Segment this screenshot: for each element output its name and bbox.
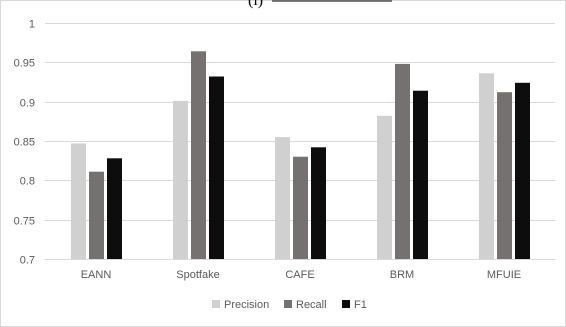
bar-recall-cafe (293, 156, 308, 259)
x-tick-label: MFUIE (487, 269, 521, 281)
x-tick-label: BRM (390, 269, 414, 281)
bar-recall-spotfake (191, 51, 206, 259)
bar-precision-mfuie (479, 73, 494, 259)
x-tick-label: EANN (81, 269, 112, 281)
bar-precision-spotfake (173, 100, 188, 260)
legend-item: F1 (342, 299, 367, 311)
bar-f1-cafe (311, 147, 326, 259)
x-tick-label: CAFE (285, 269, 314, 281)
bar-recall-eann (89, 171, 104, 259)
x-tick-label: Spotfake (176, 269, 219, 281)
bar-f1-mfuie (515, 82, 530, 259)
legend-item: Recall (284, 299, 327, 311)
chart-title: (l) (248, 0, 263, 9)
legend-label: F1 (354, 299, 367, 311)
legend-swatch-precision (212, 300, 220, 308)
y-tick-label: 0.7 (20, 255, 35, 267)
y-tick-label: 0.85 (14, 137, 35, 149)
bar-f1-brm (413, 90, 428, 259)
bar-f1-spotfake (209, 76, 224, 259)
bar-f1-eann (107, 158, 122, 259)
bar-recall-brm (395, 63, 410, 260)
legend-swatch-f1 (342, 300, 350, 308)
legend-label: Recall (296, 299, 327, 311)
legend-swatch-recall (284, 300, 292, 308)
y-tick-label: 0.8 (20, 176, 35, 188)
y-tick-label: 1 (29, 19, 35, 31)
bar-precision-cafe (275, 137, 290, 259)
y-tick-label: 0.9 (20, 98, 35, 110)
y-tick-label: 0.95 (14, 58, 35, 70)
y-tick-label: 0.75 (14, 216, 35, 228)
legend-item: Precision (212, 299, 269, 311)
bar-precision-brm (377, 115, 392, 259)
bar-precision-eann (71, 143, 86, 259)
legend-label: Precision (224, 299, 269, 311)
bar-recall-mfuie (497, 92, 512, 259)
